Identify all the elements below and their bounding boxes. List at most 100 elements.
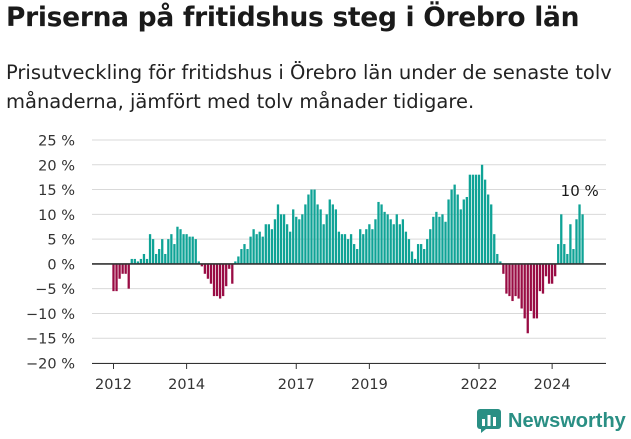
bar	[371, 229, 374, 264]
bar	[477, 174, 481, 264]
bar	[374, 219, 377, 264]
bar	[136, 261, 140, 264]
bar	[541, 263, 545, 294]
bar	[578, 204, 581, 264]
bar	[304, 204, 307, 264]
bar	[538, 263, 542, 292]
bar	[289, 231, 292, 264]
bar	[222, 263, 225, 297]
bar	[170, 234, 173, 264]
y-tick-label: 15 %	[38, 183, 75, 199]
bar	[237, 256, 240, 264]
bar	[563, 244, 566, 264]
bar	[212, 263, 216, 297]
bar	[450, 189, 453, 264]
bar	[386, 214, 389, 264]
bar	[151, 239, 155, 264]
y-tick-label: −10 %	[26, 307, 75, 323]
bar	[362, 234, 365, 264]
bars	[112, 164, 584, 334]
y-tick-label: 25 %	[38, 134, 75, 150]
y-tick-label: −20 %	[26, 357, 75, 373]
bar	[310, 189, 313, 264]
bar	[523, 263, 526, 319]
bar	[487, 194, 490, 264]
bar	[407, 239, 411, 264]
bar	[130, 258, 133, 264]
x-tick-label: 2017	[278, 377, 315, 393]
newsworthy-brand[interactable]: Newsworthy	[476, 408, 626, 434]
bar	[267, 224, 270, 264]
bar	[167, 239, 170, 264]
bar	[557, 244, 560, 264]
bar	[139, 258, 143, 264]
bar	[200, 263, 203, 267]
bar	[395, 214, 398, 264]
bar	[368, 224, 371, 264]
labels: 25 % 20 % 15 % 10 % 5 % 0 % −5 % −10 % −15 % −20 …	[26, 134, 599, 394]
bar	[313, 189, 316, 264]
bar	[416, 244, 420, 264]
bar	[148, 234, 152, 264]
bar	[285, 224, 289, 264]
bar	[255, 234, 258, 264]
bar	[276, 204, 280, 264]
bar	[453, 184, 456, 264]
bar	[550, 263, 554, 284]
bar	[346, 239, 350, 264]
bar	[319, 209, 322, 264]
y-tick-label: 5 %	[47, 233, 75, 249]
bar	[218, 263, 222, 299]
bar	[441, 214, 444, 264]
bar	[496, 253, 499, 264]
bar	[334, 209, 338, 264]
bar	[377, 201, 380, 264]
bar	[249, 236, 252, 264]
bar	[459, 209, 462, 264]
bar	[158, 249, 161, 264]
y-tick-label: −15 %	[26, 332, 75, 348]
bar	[243, 244, 246, 264]
bar	[483, 179, 487, 264]
bar	[298, 219, 301, 264]
bar	[493, 234, 496, 264]
bar	[456, 194, 459, 264]
bar	[392, 224, 395, 264]
bar	[401, 219, 405, 264]
bar	[252, 229, 255, 264]
bar	[118, 263, 121, 279]
bar	[240, 249, 243, 264]
bar	[145, 258, 149, 264]
bar	[404, 231, 408, 264]
bar	[444, 221, 447, 264]
chart-title: Priserna på fritidshus steg i Örebro län	[6, 2, 580, 33]
bar	[359, 229, 362, 264]
bar	[419, 244, 423, 264]
bar	[468, 174, 472, 264]
bar	[343, 234, 347, 264]
bar	[490, 204, 493, 264]
bar	[322, 224, 325, 264]
latest-value-label: 10 %	[561, 182, 599, 200]
bar	[231, 263, 234, 284]
bar	[547, 263, 551, 284]
bar	[301, 214, 304, 264]
bar	[215, 263, 219, 297]
bar	[258, 231, 261, 264]
y-tick-label: 10 %	[38, 208, 75, 224]
bar	[142, 253, 146, 264]
bar	[389, 219, 392, 264]
bar	[182, 234, 185, 264]
bar	[569, 224, 572, 264]
bar	[423, 249, 426, 264]
bar	[462, 199, 465, 264]
bar	[438, 216, 441, 264]
bar	[234, 261, 237, 264]
bar	[581, 214, 584, 264]
bar	[429, 229, 432, 264]
bar	[164, 253, 167, 264]
bar	[511, 263, 514, 302]
bar	[447, 199, 450, 264]
newsworthy-logo-icon	[477, 409, 501, 433]
bar	[529, 263, 532, 311]
